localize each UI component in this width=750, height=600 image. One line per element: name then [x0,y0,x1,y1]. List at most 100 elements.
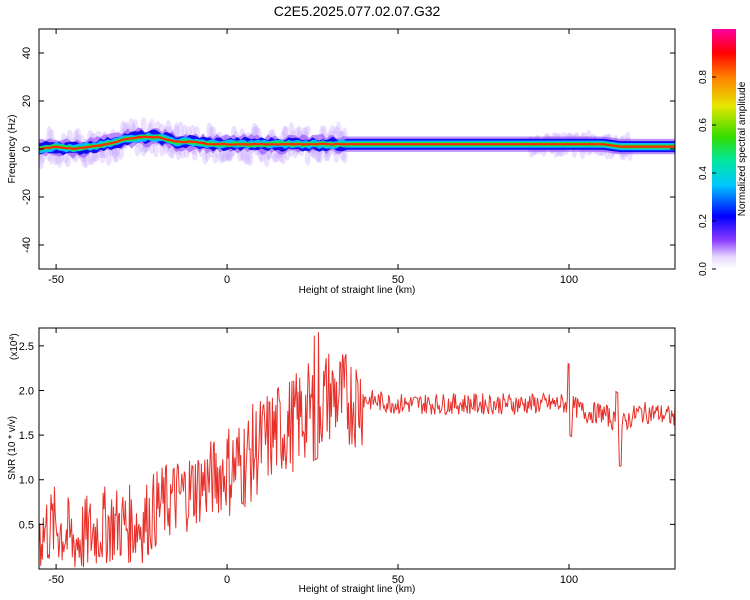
halo-blob [99,151,106,164]
halo-blob [212,152,219,164]
x-tick-label: 100 [560,274,578,286]
halo-blob [271,153,278,163]
halo-blob [304,149,311,166]
snr-scale-exponent: 4 [9,337,16,341]
halo-blob [93,151,100,160]
spectrogram-y-label: Frequency (Hz) [7,115,18,184]
halo-blob [167,147,174,158]
halo-blob [204,150,211,162]
chart-title: C2E5.2025.077.02.07.G32 [274,3,441,19]
y-tick-label: 0.5 [19,519,34,531]
x-tick-label: -50 [48,274,64,286]
snr-scale-close: ) [9,333,20,336]
x-tick-label: 50 [392,274,404,286]
colorbar-tick-label: 0.6 [698,118,709,132]
snr-scale-label: (x104) [9,333,21,360]
halo-blob [159,123,166,132]
halo-blob [294,127,301,136]
halo-blob [282,125,289,137]
y-tick-label: 40 [21,47,33,59]
halo-blob [222,150,229,162]
halo-blob [152,141,159,158]
y-tick-label: 2.5 [19,341,34,353]
y-tick-label: 1.0 [19,475,34,487]
halo-blob [224,148,231,161]
colorbar-tick-label: 0.4 [698,166,709,180]
halo-blob [105,150,112,166]
halo-blob [323,152,330,162]
svg-text:(x104): (x104) [9,333,21,360]
halo-blob [226,149,233,162]
halo-blob [48,151,55,165]
colorbar-tick-label: 0.8 [698,70,709,84]
halo-blob [315,151,322,162]
snr-scale-base: (x10 [9,340,20,360]
y-tick-label: 20 [21,95,33,107]
halo-blob [189,124,196,137]
halo-blob [333,126,340,135]
colorbar-ticks: 0.0 0.2 0.4 0.6 0.8 [698,70,716,276]
x-tick-label: 0 [224,274,230,286]
halo-blob [202,151,209,165]
halo-blob [224,151,231,161]
x-tick-label: 0 [224,574,230,586]
halo-blob [173,122,180,137]
halo-blob [183,148,190,159]
snr-y-ticks: 0.5 1.0 1.5 2.0 2.5 [19,341,675,531]
halo-blob [243,152,250,165]
colorbar-gradient [712,29,736,269]
x-tick-label: 50 [392,574,404,586]
y-tick-label: -40 [21,237,33,253]
colorbar-label: Normalized spectral amplitude [737,81,748,216]
halo-blob [339,150,346,161]
halo-blob [101,150,108,159]
halo-blob [273,154,280,163]
halo-blob [315,148,322,163]
halo-blob [111,145,118,163]
heatmap-ridge [39,117,675,170]
snr-x-label: Height of straight line (km) [299,584,416,595]
halo-blob [245,151,252,165]
heatmap-band [39,134,675,152]
halo-blob [288,122,295,140]
snr-series-line [39,332,675,568]
halo-blob [39,154,42,166]
halo-blob [134,144,141,157]
halo-blob [241,149,248,162]
spectrogram-x-label: Height of straight line (km) [299,285,416,296]
halo-blob [177,121,184,136]
halo-blob [251,126,258,137]
y-tick-label: 2.0 [19,385,34,397]
y-tick-label: 1.5 [19,430,34,442]
halo-blob [304,125,311,135]
halo-blob [148,144,155,154]
halo-blob [39,152,45,170]
x-tick-label: -50 [48,574,64,586]
halo-blob [335,121,342,140]
halo-blob [191,149,198,161]
halo-blob [310,149,317,160]
colorbar: 0.0 0.2 0.4 0.6 0.8 Normalized spectral ampl… [698,29,748,276]
halo-blob [317,149,324,164]
halo-blob [154,120,161,130]
spectrogram-panel: -50 0 50 100 -40 -20 0 20 40 Height of straight… [7,28,676,296]
snr-y-label: SNR (10 * v/v) [7,416,18,480]
halo-blob [140,144,147,157]
halo-blob [226,149,233,161]
halo-blob [128,118,135,132]
halo-blob [111,149,118,159]
halo-blob [247,150,254,167]
y-tick-label: -20 [21,189,33,205]
spectrogram-x-ticks: -50 0 50 100 [48,29,578,286]
halo-blob [220,151,227,163]
snr-x-ticks: -50 0 50 100 [48,328,578,586]
heatmap-band [39,135,675,151]
halo-blob [48,129,55,140]
halo-blob [113,148,120,163]
halo-blob [89,155,96,165]
y-tick-label: 0 [21,146,33,152]
spectrogram-y-ticks: -40 -20 0 20 40 [21,47,675,253]
snr-panel: -50 0 50 100 0.5 1.0 1.5 2.0 2.5 Height of stra… [7,327,676,595]
snr-frame [38,327,676,570]
